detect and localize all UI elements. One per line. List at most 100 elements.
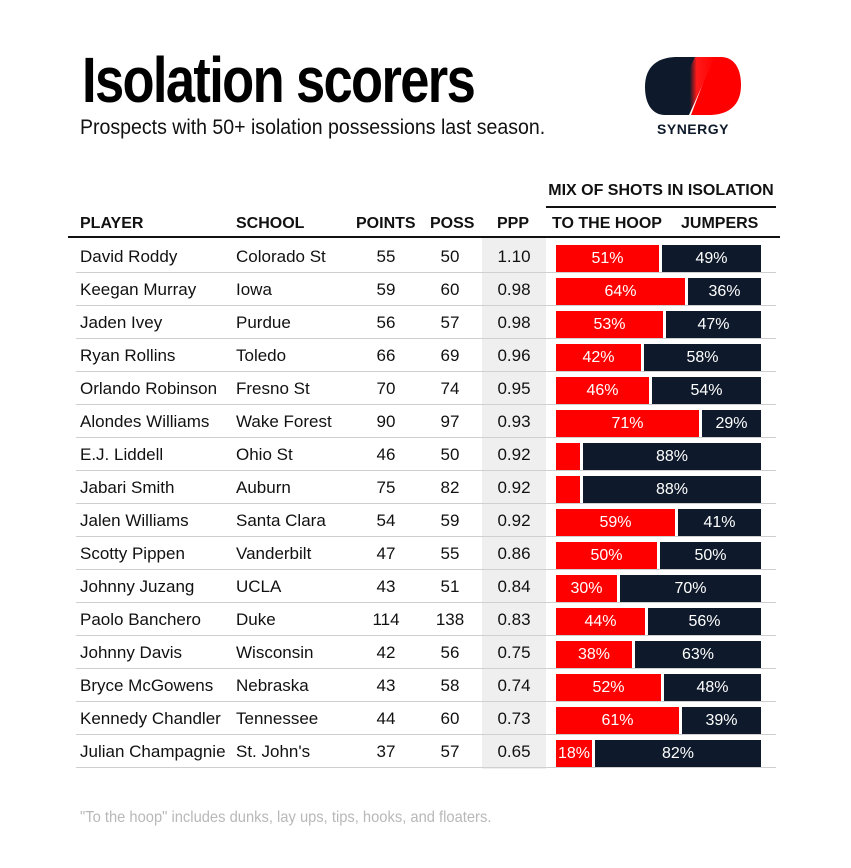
possessions-value: 55 xyxy=(440,544,460,563)
player-name: Jaden Ivey xyxy=(80,313,163,332)
jumpers-bar: 36% xyxy=(688,278,761,305)
table-row: Johnny Juzang UCLA 43 51 0.84 30% 70% xyxy=(0,570,851,603)
row-divider xyxy=(76,569,776,570)
row-divider xyxy=(76,536,776,537)
possessions-value: 58 xyxy=(440,676,460,695)
column-header-to-the-hoop: TO THE HOOP xyxy=(552,215,662,232)
points-value: 42 xyxy=(376,643,396,662)
player-name: Keegan Murray xyxy=(80,280,197,299)
row-divider xyxy=(76,602,776,603)
school-name: UCLA xyxy=(236,577,282,596)
points-value: 56 xyxy=(376,313,396,332)
possessions-value: 69 xyxy=(440,346,460,365)
to-the-hoop-bar: 51% xyxy=(556,245,659,272)
points-value: 70 xyxy=(376,379,396,398)
to-the-hoop-bar: 18% xyxy=(556,740,592,767)
ppp-value: 0.95 xyxy=(497,379,531,398)
table-row: Alondes Williams Wake Forest 90 97 0.93 71% 29… xyxy=(0,405,851,438)
row-divider xyxy=(76,734,776,735)
shot-mix-bar: 18% 82% xyxy=(556,740,761,767)
shot-mix-bar: 53% 47% xyxy=(556,311,761,338)
shot-mix-bar: 61% 39% xyxy=(556,707,761,734)
points-value: 59 xyxy=(376,280,396,299)
ppp-value: 0.73 xyxy=(497,709,531,728)
jumpers-bar: 82% xyxy=(595,740,761,767)
player-name: Julian Champagnie xyxy=(80,742,226,761)
table-row: Paolo Banchero Duke 114 138 0.83 44% 56% xyxy=(0,603,851,636)
player-name: Ryan Rollins xyxy=(80,346,176,365)
jumpers-bar: 48% xyxy=(664,674,761,701)
ppp-value: 0.98 xyxy=(497,313,531,332)
ppp-value: 0.83 xyxy=(497,610,531,629)
possessions-value: 97 xyxy=(440,412,460,431)
possessions-value: 50 xyxy=(440,445,460,464)
points-value: 114 xyxy=(372,610,400,629)
player-name: Paolo Banchero xyxy=(80,610,201,629)
school-name: Wake Forest xyxy=(236,412,332,431)
synergy-logo: SYNERGY xyxy=(640,55,746,141)
jumpers-bar: 49% xyxy=(662,245,761,272)
school-name: Purdue xyxy=(236,313,291,332)
shot-mix-bar: 50% 50% xyxy=(556,542,761,569)
ppp-value: 0.93 xyxy=(497,412,531,431)
ppp-value: 0.92 xyxy=(497,478,531,497)
shot-mix-bar: 59% 41% xyxy=(556,509,761,536)
ppp-value: 0.92 xyxy=(497,511,531,530)
column-header-ppp: PPP xyxy=(497,215,530,232)
shot-mix-bar: 71% 29% xyxy=(556,410,761,437)
table-row: Ryan Rollins Toledo 66 69 0.96 42% 58% xyxy=(0,339,851,372)
jumpers-bar: 88% xyxy=(583,443,761,470)
to-the-hoop-bar: 50% xyxy=(556,542,657,569)
player-name: Bryce McGowens xyxy=(80,676,214,695)
player-name: Orlando Robinson xyxy=(80,379,218,398)
shot-mix-bar: 44% 56% xyxy=(556,608,761,635)
shot-mix-bar: 88% xyxy=(556,476,761,503)
points-value: 37 xyxy=(376,742,396,761)
row-divider xyxy=(76,635,776,636)
possessions-value: 60 xyxy=(440,709,460,728)
possessions-value: 51 xyxy=(440,577,460,596)
synergy-logo-text: SYNERGY xyxy=(657,121,729,137)
jumpers-bar: 88% xyxy=(583,476,761,503)
column-header-jumpers: JUMPERS xyxy=(681,215,759,232)
table-row: Jalen Williams Santa Clara 54 59 0.92 59% 41% xyxy=(0,504,851,537)
to-the-hoop-bar xyxy=(556,476,580,503)
player-name: Johnny Juzang xyxy=(80,577,195,596)
jumpers-bar: 41% xyxy=(678,509,761,536)
school-name: Iowa xyxy=(236,280,272,299)
table-row: Bryce McGowens Nebraska 43 58 0.74 52% 48% xyxy=(0,669,851,702)
school-name: Tennessee xyxy=(236,709,319,728)
jumpers-bar: 58% xyxy=(644,344,761,371)
player-name: Scotty Pippen xyxy=(80,544,185,563)
jumpers-bar: 29% xyxy=(702,410,761,437)
row-divider xyxy=(76,503,776,504)
player-name: Alondes Williams xyxy=(80,412,210,431)
table-row: Johnny Davis Wisconsin 42 56 0.75 38% 63% xyxy=(0,636,851,669)
to-the-hoop-bar: 46% xyxy=(556,377,649,404)
table-row: Keegan Murray Iowa 59 60 0.98 64% 36% xyxy=(0,273,851,306)
school-name: Colorado St xyxy=(236,247,326,266)
school-name: Ohio St xyxy=(236,445,293,464)
to-the-hoop-bar xyxy=(556,443,580,470)
ppp-value: 0.92 xyxy=(497,445,531,464)
possessions-value: 59 xyxy=(440,511,460,530)
points-value: 43 xyxy=(376,577,396,596)
row-divider xyxy=(76,437,776,438)
points-value: 44 xyxy=(376,709,396,728)
ppp-value: 0.96 xyxy=(497,346,531,365)
ppp-value: 0.75 xyxy=(497,643,531,662)
school-name: Santa Clara xyxy=(236,511,326,530)
possessions-value: 82 xyxy=(440,478,460,497)
mix-of-shots-header: MIX OF SHOTS IN ISOLATION xyxy=(546,178,776,208)
school-name: Fresno St xyxy=(236,379,310,398)
shot-mix-bar: 52% 48% xyxy=(556,674,761,701)
table-row: Julian Champagnie St. John's 37 57 0.65 18% 82… xyxy=(0,735,851,768)
to-the-hoop-bar: 42% xyxy=(556,344,641,371)
jumpers-bar: 56% xyxy=(648,608,761,635)
school-name: Auburn xyxy=(236,478,291,497)
points-value: 46 xyxy=(376,445,396,464)
column-header-points: POINTS xyxy=(356,215,416,232)
player-name: Kennedy Chandler xyxy=(80,709,221,728)
row-divider xyxy=(76,305,776,306)
player-name: E.J. Liddell xyxy=(80,445,164,464)
